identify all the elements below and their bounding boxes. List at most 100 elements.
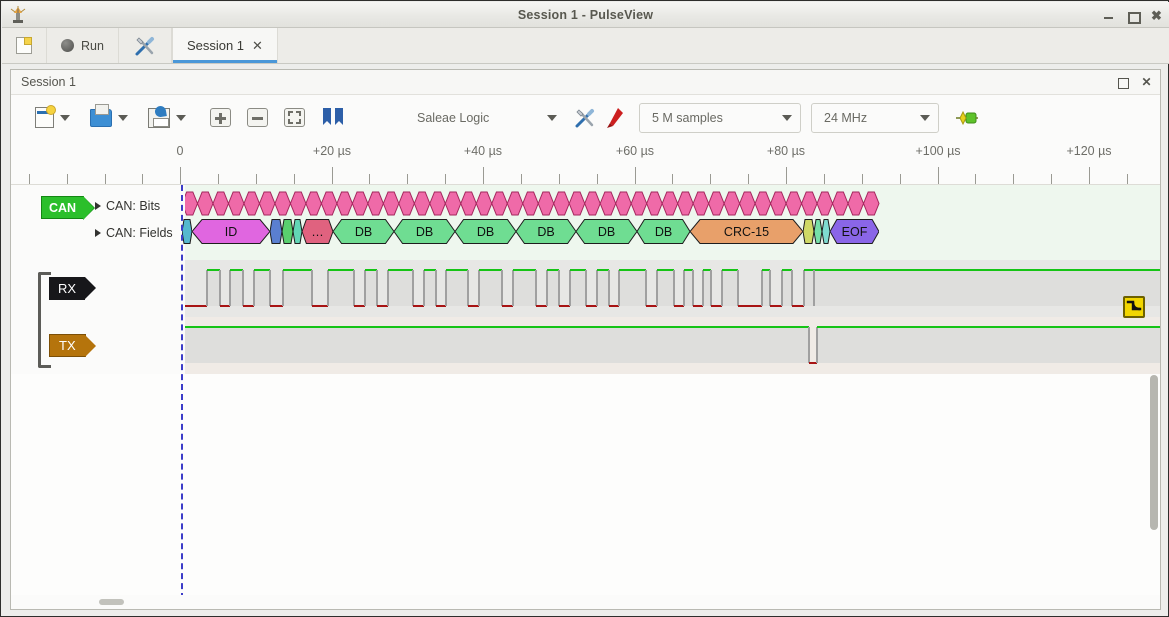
decoder-selector-button[interactable] [119,28,172,63]
window-titlebar: Session 1 - PulseView ✖ [2,2,1169,28]
window-controls: ✖ [1102,2,1163,28]
open-file-dropdown-icon[interactable] [118,114,128,121]
can-field-segment[interactable] [814,219,822,244]
ruler-minor-tick [824,174,825,184]
ruler-minor-tick [1127,174,1128,184]
window-minimize-button[interactable] [1102,9,1115,22]
can-field-segment[interactable]: DB [394,219,455,244]
run-button[interactable]: Run [47,28,119,63]
expand-bits-row-icon[interactable] [95,202,101,210]
capture-state-button[interactable] [955,96,979,139]
zoom-in-icon [210,108,231,127]
channel-badge-tx[interactable]: TX [49,334,96,357]
sample-rate-selector[interactable]: 24 MHz [811,102,939,133]
show-cursors-button[interactable] [323,96,345,139]
open-file-button[interactable] [90,96,112,139]
ruler-minor-tick [1051,174,1052,184]
ruler-label-5: +100 µs [915,144,961,158]
can-bits-annotations[interactable] [181,185,1160,260]
device-selector[interactable]: Saleae Logic [405,103,565,133]
can-field-segment[interactable] [293,219,302,244]
ruler-minor-tick [975,174,976,184]
horizontal-scrollbar-thumb[interactable] [99,599,124,605]
window-title: Session 1 - PulseView [517,7,654,22]
ruler-minor-tick [672,174,673,184]
sample-count-selector[interactable]: 5 M samples [639,102,801,133]
ruler-minor-tick [294,174,295,184]
ruler-major-tick [483,167,484,184]
can-field-segment[interactable]: EOF [830,219,879,244]
can-field-segment[interactable] [822,219,830,244]
can-field-segment[interactable] [270,219,282,244]
expand-fields-row-icon[interactable] [95,229,101,237]
subwindow-close-button[interactable]: ✕ [1141,75,1152,89]
can-field-segment[interactable]: DB [455,219,516,244]
ruler-minor-tick [142,174,143,184]
sample-rate-dropdown-icon [920,114,930,121]
ruler-major-tick [786,167,787,184]
decoder-track-header[interactable]: CAN CAN: Bits CAN: Fields [11,185,185,260]
can-field-segment[interactable]: ID [192,219,270,244]
can-field-segment[interactable]: … [302,219,333,244]
channel-probe-icon [605,107,625,129]
new-session-button[interactable] [2,28,47,63]
new-view-icon [35,105,56,128]
falling-edge-trigger-icon[interactable] [1123,296,1145,318]
zoom-fit-icon [284,108,305,127]
channel-probe-button[interactable] [605,96,625,139]
ruler-minor-tick [256,174,257,184]
subwindow-maximize-button[interactable] [1117,77,1129,89]
application-tab-bar: Run Session 1 ✕ [2,28,1169,64]
window-maximize-button[interactable] [1126,9,1141,24]
decoder-row-label-bits: CAN: Bits [106,199,161,213]
ruler-minor-tick [369,174,370,184]
zoom-fit-button[interactable] [284,96,305,139]
subwindow-titlebar: Session 1 ✕ [11,70,1160,95]
new-view-dropdown-icon[interactable] [60,114,70,121]
ruler-minor-tick [710,174,711,184]
horizontal-scrollbar-track[interactable] [11,595,1160,609]
trigger-cursor-line[interactable] [181,185,183,609]
channel-group-bracket[interactable] [38,272,51,368]
can-field-label: … [311,224,324,239]
can-field-segment[interactable] [282,219,293,244]
pulseview-toolbar: Saleae Logic [11,96,1160,139]
zoom-in-button[interactable] [210,96,231,139]
ruler-minor-tick [29,174,30,184]
vertical-scrollbar[interactable] [1150,375,1158,530]
can-field-segment[interactable]: DB [637,219,690,244]
timeline-ruler[interactable]: 0 +20 µs +40 µs +60 µs +80 µs +100 µs +120 µs [11,140,1160,185]
show-cursors-icon [323,107,345,128]
ruler-minor-tick [67,174,68,184]
can-field-segment[interactable]: DB [516,219,576,244]
signal-track-tx-body[interactable] [185,317,1160,374]
can-field-segment[interactable]: DB [333,219,394,244]
add-decoder-icon [133,35,157,57]
sample-rate-label: 24 MHz [824,110,868,125]
save-file-dropdown-icon[interactable] [176,114,186,121]
ruler-label-1: +20 µs [312,144,352,158]
channel-badge-rx[interactable]: RX [49,277,97,300]
signal-track-rx-body[interactable] [182,260,1160,317]
decoder-track-body: ID … DB DB DB DB DB DB CRC-15 EOF [181,185,1160,260]
can-field-label: DB [597,224,616,239]
can-field-segment[interactable] [803,219,814,244]
device-dropdown-icon [547,114,557,121]
ruler-label-0: 0 [176,144,184,158]
can-field-segment[interactable]: DB [576,219,637,244]
tab-close-icon[interactable]: ✕ [252,37,263,53]
ruler-major-tick [180,167,181,184]
window-close-button[interactable]: ✖ [1151,7,1162,23]
tab-session-1[interactable]: Session 1 ✕ [171,28,278,63]
device-selector-label: Saleae Logic [417,110,490,125]
configure-device-button[interactable] [573,96,597,139]
new-view-button[interactable] [35,96,56,139]
save-file-button[interactable] [148,96,170,139]
pulseview-logo-icon [8,5,28,25]
can-field-segment[interactable] [182,219,192,244]
zoom-out-button[interactable] [247,96,268,139]
can-field-segment[interactable]: CRC-15 [690,219,803,244]
ruler-major-tick [938,167,939,184]
decoder-badge-can[interactable]: CAN [41,196,96,220]
signal-track-tx: TX [11,317,1160,374]
